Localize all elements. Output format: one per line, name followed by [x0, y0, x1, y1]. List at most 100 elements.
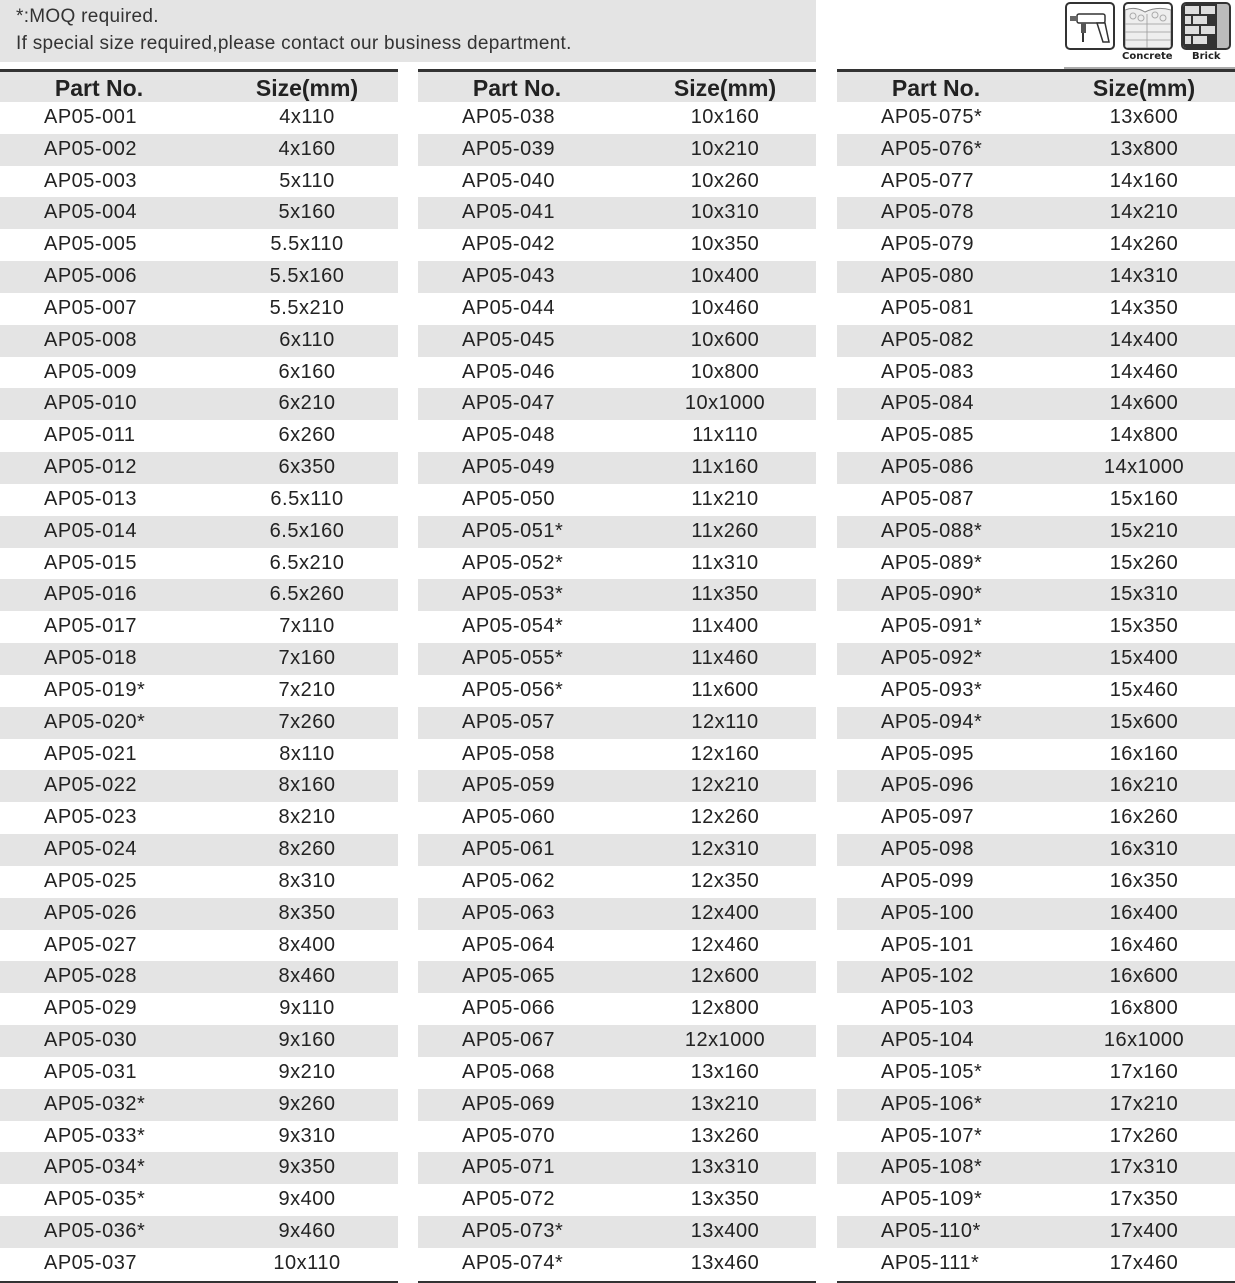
size-value: 14x600	[1109, 392, 1179, 415]
size-value: 16x260	[1109, 806, 1179, 829]
concrete-icon	[1123, 2, 1173, 50]
part-number: AP05-001	[44, 106, 137, 128]
table-row: AP05-033* 9x310	[0, 1121, 398, 1153]
table-row: AP05-102 16x600	[837, 961, 1235, 994]
table-row: AP05-078 14x210	[837, 197, 1235, 230]
part-number: AP05-083	[881, 360, 974, 383]
size-header: Size(mm)	[673, 75, 777, 101]
part-number: AP05-018	[44, 647, 137, 670]
size-value: 12x400	[690, 901, 760, 924]
part-number: AP05-107*	[881, 1124, 983, 1147]
table-row: AP05-021 8x110	[0, 739, 398, 771]
part-number: AP05-090*	[881, 583, 983, 606]
table-row: AP05-008 6x110	[0, 324, 398, 357]
part-number: AP05-057	[462, 710, 555, 733]
part-number: AP05-060	[462, 806, 555, 829]
part-number: AP05-042	[462, 233, 555, 256]
part-number: AP05-003	[44, 169, 137, 192]
size-value: 8x210	[278, 806, 336, 829]
size-value: 11x600	[691, 678, 759, 701]
table-row: AP05-104 16x1000	[837, 1025, 1235, 1057]
size-value: 13x460	[690, 1251, 760, 1274]
table-row: AP05-053* 11x350	[418, 579, 816, 612]
size-value: 11x160	[691, 456, 759, 479]
table-row: AP05-012 6x350	[0, 452, 398, 484]
table-header: Part No. Size(mm)	[837, 72, 1235, 102]
size-value: 17x260	[1109, 1124, 1179, 1147]
hammer-drill-icon	[1065, 2, 1115, 50]
table-row: AP05-036* 9x460	[0, 1215, 398, 1248]
size-value: 13x260	[690, 1124, 760, 1147]
size-value: 13x400	[690, 1219, 760, 1242]
table-row: AP05-079 14x260	[837, 229, 1235, 261]
table-row: AP05-038 10x160	[418, 102, 816, 134]
size-value: 17x210	[1109, 1092, 1179, 1115]
table-row: AP05-054* 11x400	[418, 611, 816, 643]
part-number: AP05-028	[44, 965, 137, 988]
part-number: AP05-076*	[881, 137, 983, 160]
part-no-header: Part No.	[472, 75, 562, 101]
part-number: AP05-051*	[462, 519, 564, 542]
table-row: AP05-039 10x210	[418, 133, 816, 166]
table-row: AP05-037 10x110	[0, 1248, 398, 1280]
table-row: AP05-003 5x110	[0, 166, 398, 198]
size-value: 12x160	[690, 742, 760, 765]
table-row: AP05-059 12x210	[418, 770, 816, 803]
part-number: AP05-014	[44, 519, 137, 542]
part-number: AP05-073*	[462, 1219, 564, 1242]
part-number: AP05-020*	[44, 710, 146, 733]
size-value: 10x350	[690, 233, 760, 256]
size-value: 6.5x210	[269, 551, 345, 574]
table-row: AP05-016 6.5x260	[0, 579, 398, 612]
size-value: 16x350	[1109, 869, 1179, 892]
part-number: AP05-068	[462, 1060, 555, 1083]
size-value: 13x310	[690, 1156, 760, 1179]
size-value: 4x160	[278, 137, 336, 160]
size-value: 16x1000	[1103, 1029, 1185, 1052]
table-row: AP05-070 13x260	[418, 1121, 816, 1153]
part-number: AP05-009	[44, 360, 137, 383]
table-row: AP05-030 9x160	[0, 1025, 398, 1057]
part-number: AP05-038	[462, 106, 555, 128]
part-number: AP05-061	[462, 838, 555, 861]
table-row: AP05-064 12x460	[418, 930, 816, 962]
size-value: 6x110	[279, 328, 335, 351]
size-value: 7x260	[278, 710, 336, 733]
part-number: AP05-086	[881, 456, 974, 479]
size-header: Size(mm)	[1092, 75, 1196, 101]
size-value: 14x350	[1109, 296, 1179, 319]
table-row: AP05-042 10x350	[418, 229, 816, 261]
part-number: AP05-053*	[462, 583, 564, 606]
size-value: 6x160	[278, 360, 336, 383]
table-row: AP05-060 12x260	[418, 802, 816, 834]
table-row: AP05-004 5x160	[0, 197, 398, 230]
part-number: AP05-075*	[881, 106, 983, 128]
size-value: 13x350	[690, 1188, 760, 1211]
part-number: AP05-092*	[881, 647, 983, 670]
table-row: AP05-080 14x310	[837, 261, 1235, 293]
size-value: 11x460	[691, 647, 759, 670]
parts-table-3: Part No. Size(mm) AP05-075* 13x600 AP05-076*…	[837, 69, 1235, 1283]
part-number: AP05-095	[881, 742, 974, 765]
size-value: 7x210	[278, 678, 336, 701]
size-value: 13x160	[690, 1060, 760, 1083]
table-row: AP05-074* 13x460	[418, 1248, 816, 1280]
table-row: AP05-035* 9x400	[0, 1184, 398, 1216]
size-value: 10x210	[690, 137, 760, 160]
table-row: AP05-085 14x800	[837, 420, 1235, 452]
size-value: 14x400	[1109, 328, 1179, 351]
size-value: 7x110	[279, 615, 335, 638]
part-number: AP05-011	[44, 424, 136, 447]
part-number: AP05-024	[44, 838, 137, 861]
table-row: AP05-093* 15x460	[837, 675, 1235, 707]
part-number: AP05-067	[462, 1029, 555, 1052]
size-value: 16x600	[1109, 965, 1179, 988]
table-row: AP05-026 8x350	[0, 897, 398, 930]
part-number: AP05-072	[462, 1188, 555, 1211]
size-value: 13x800	[1109, 137, 1179, 160]
part-number: AP05-031	[44, 1060, 137, 1083]
table-row: AP05-051* 11x260	[418, 515, 816, 548]
table-row: AP05-017 7x110	[0, 611, 398, 643]
size-value: 10x460	[690, 296, 760, 319]
part-number: AP05-088*	[881, 519, 983, 542]
